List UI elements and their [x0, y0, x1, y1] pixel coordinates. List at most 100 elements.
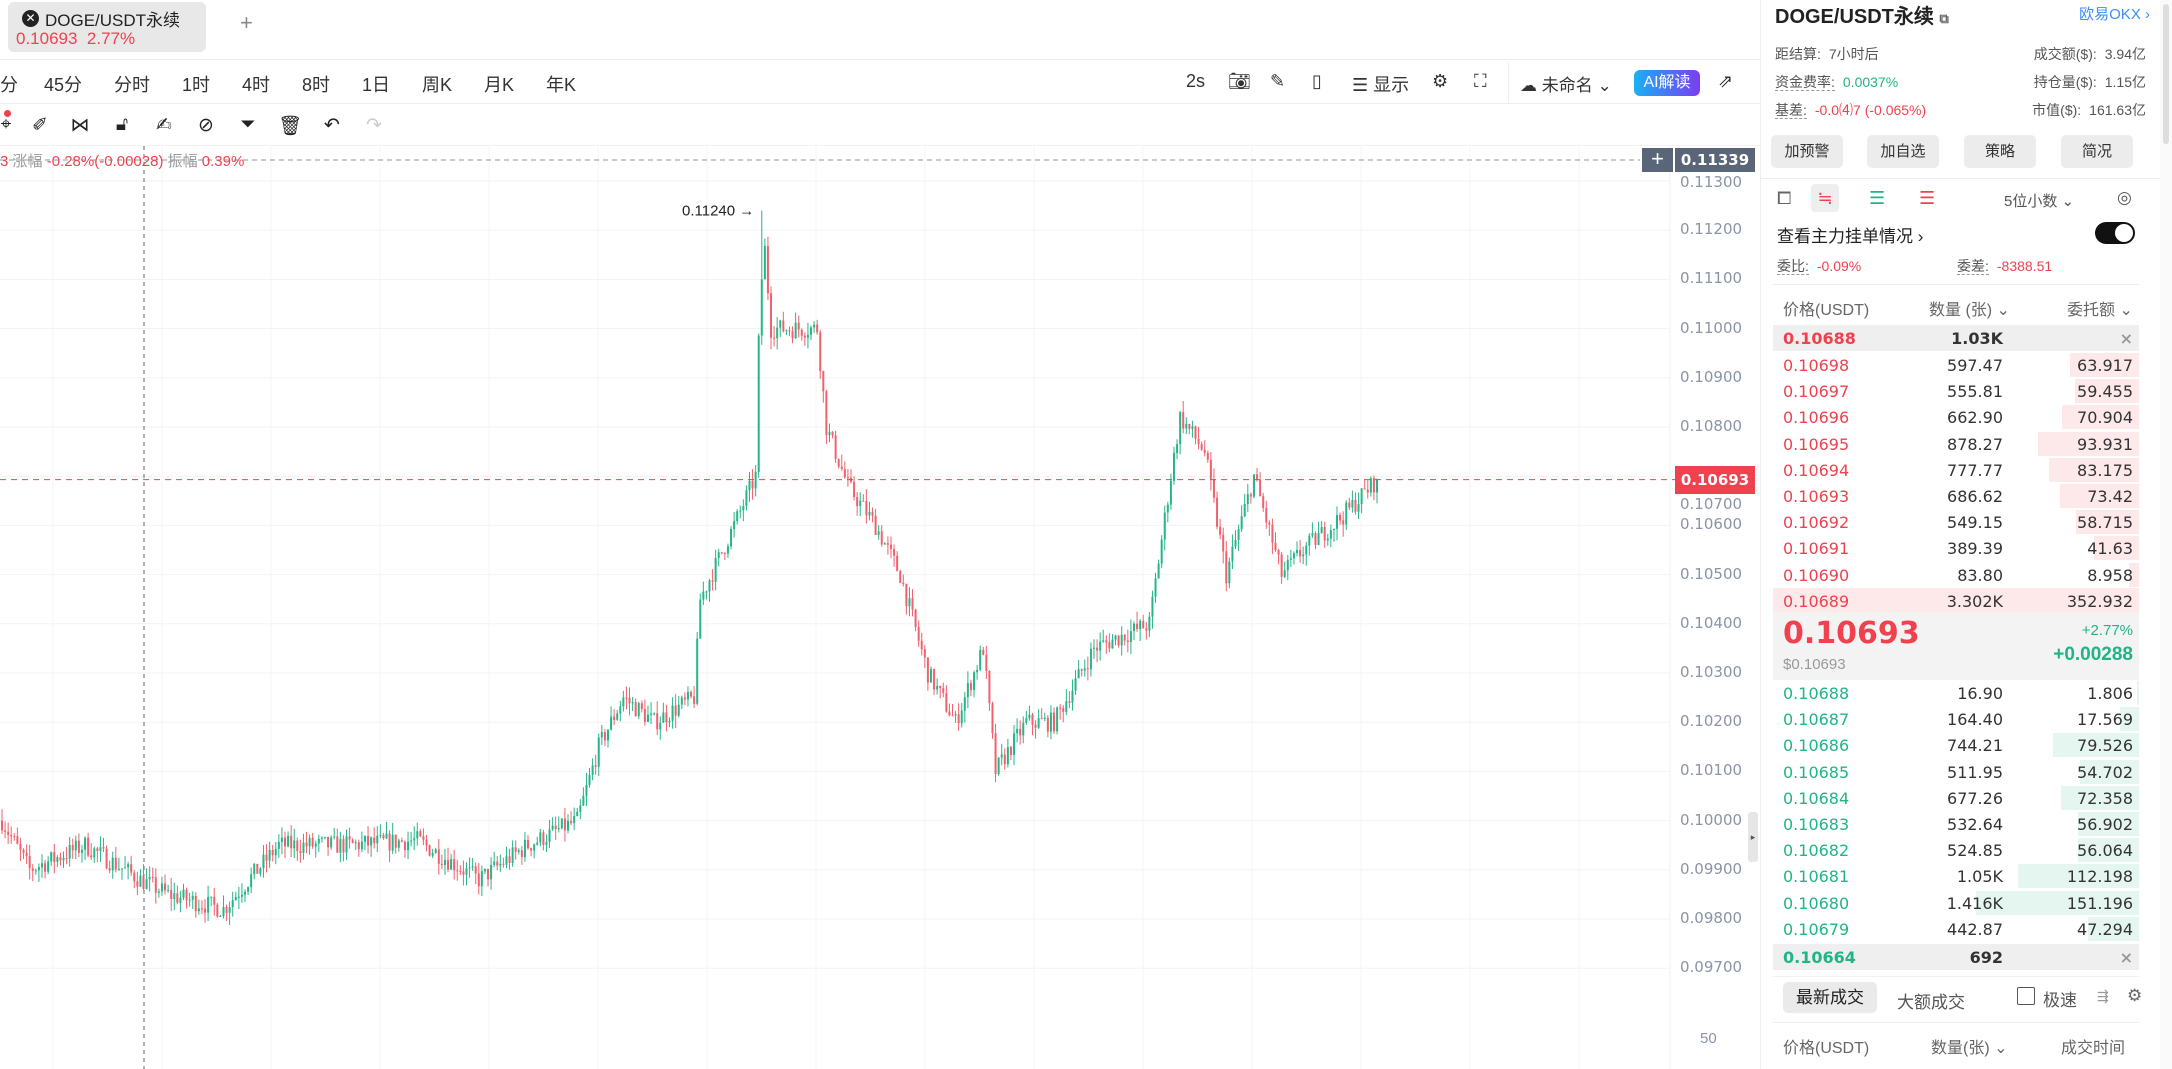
candle-body — [1086, 668, 1089, 670]
collapse-panel-handle[interactable]: ▸ — [1748, 812, 1758, 862]
bid-big-order-row[interactable]: 0.10664 692 × — [1773, 944, 2139, 970]
candle-body — [1308, 535, 1311, 546]
main-orders-toggle[interactable] — [2095, 222, 2135, 244]
copy-icon[interactable]: ⧉ — [1939, 11, 1949, 26]
candle-body — [554, 825, 557, 829]
exchange-link[interactable]: 欧易OKX › — [2079, 6, 2150, 23]
strategy-button[interactable]: 策略 — [1964, 135, 2036, 168]
timeframe-line[interactable]: 分时 — [114, 75, 150, 95]
book-asks-icon[interactable]: ☰ — [1919, 188, 1936, 208]
tab-large-trades[interactable]: 大额成交 — [1897, 993, 1965, 1012]
timeframe-week[interactable]: 周K — [422, 75, 453, 95]
brush-icon[interactable]: ✐ — [32, 115, 48, 136]
fullscreen-icon[interactable]: ⛶ — [1474, 71, 1487, 91]
bid-row[interactable]: 0.10679 442.87 47.294 — [1773, 916, 2139, 942]
filter-icon[interactable]: ⏷ — [240, 114, 256, 135]
add-alert-button[interactable]: 加预警 — [1771, 135, 1843, 168]
candle-body — [899, 570, 902, 583]
header-amount[interactable]: 委托额 ⌄ — [2067, 302, 2133, 319]
settings-icon[interactable]: ⚙ — [1432, 71, 1449, 91]
undo-icon[interactable]: ↶ — [324, 115, 340, 136]
bid-qty: 524.85 — [1947, 841, 2003, 861]
timeframe-partial[interactable]: 分 — [0, 75, 18, 95]
bid-row[interactable]: 0.10686 744.21 79.526 — [1773, 732, 2139, 758]
timeframe-1h[interactable]: 1时 — [182, 75, 211, 95]
bid-row[interactable]: 0.10687 164.40 17.569 — [1773, 706, 2139, 732]
stat-basis[interactable]: 基差: -0.0⑷7 (-0.065%) — [1775, 102, 1927, 119]
filter-trades-icon[interactable]: ⇶ — [2097, 988, 2109, 1004]
magnet-icon[interactable]: ⋈ — [70, 115, 90, 136]
ask-row[interactable]: 0.10689 3.302K 352.932 — [1773, 587, 2139, 614]
lock-icon[interactable]: 🔓︎ — [115, 114, 129, 135]
main-orders-link[interactable]: 查看主力挂单情况 › — [1777, 227, 1924, 246]
book-settings-icon[interactable]: ◎ — [2117, 188, 2132, 207]
candle-body — [542, 832, 545, 845]
add-alert-plus-button[interactable]: + — [1642, 148, 1673, 172]
book-both-icon[interactable]: ≒ — [1811, 184, 1839, 212]
candle-body — [634, 702, 637, 717]
bid-row[interactable]: 0.10680 1.416K 151.196 — [1773, 890, 2139, 916]
bid-price: 0.10686 — [1783, 736, 1850, 756]
page-scrollbar[interactable] — [2160, 0, 2172, 1069]
ask-row[interactable]: 0.10692 549.15 58.715 — [1773, 509, 2139, 535]
close-icon[interactable]: × — [2119, 329, 2133, 348]
mid-change-pct: +2.77% — [2081, 622, 2133, 639]
mid-price-block: 0.10693 $0.10693 +2.77% +0.00288 — [1773, 612, 2139, 680]
note-add-icon[interactable]: ▯ — [1312, 71, 1322, 91]
timeframe-4h[interactable]: 4时 — [242, 75, 271, 95]
ask-row[interactable]: 0.10694 777.77 83.175 — [1773, 457, 2139, 483]
fast-checkbox[interactable] — [2017, 987, 2035, 1005]
header-qty[interactable]: 数量 (张) ⌄ — [1929, 302, 2010, 319]
share-icon[interactable]: ⇗ — [1718, 71, 1734, 91]
refresh-interval[interactable]: 2s — [1186, 71, 1206, 91]
timeframe-45m[interactable]: 45分 — [44, 75, 83, 95]
trash-icon[interactable]: 🗑︎ — [278, 116, 303, 137]
timeframe-1d[interactable]: 1日 — [362, 75, 391, 95]
tab-latest-trades[interactable]: 最新成交 — [1783, 982, 1877, 1013]
candle-body — [250, 874, 253, 888]
book-bids-icon[interactable]: ☰ — [1869, 188, 1886, 208]
ask-row[interactable]: 0.10695 878.27 93.931 — [1773, 431, 2139, 457]
trade-header-qty[interactable]: 数量(张) ⌄ — [1931, 1040, 2008, 1057]
ask-row[interactable]: 0.10691 389.39 41.63 — [1773, 535, 2139, 561]
bid-row[interactable]: 0.10682 524.85 56.064 — [1773, 837, 2139, 863]
ask-big-order-row[interactable]: 0.10688 1.03K × — [1773, 325, 2139, 351]
divider — [1508, 62, 1509, 104]
link-icon[interactable]: ⊘ — [198, 115, 214, 136]
bid-price: 0.10682 — [1783, 841, 1850, 861]
ai-interpret-button[interactable]: AI解读 — [1634, 70, 1700, 96]
timeframe-year[interactable]: 年K — [546, 75, 577, 95]
bid-row[interactable]: 0.10681 1.05K 112.198 — [1773, 863, 2139, 889]
trades-settings-icon[interactable]: ⚙ — [2127, 986, 2143, 1005]
popout-icon[interactable]: ⧠ — [1777, 188, 1792, 208]
bid-row[interactable]: 0.10685 511.95 54.702 — [1773, 759, 2139, 785]
ask-row[interactable]: 0.10696 662.90 70.904 — [1773, 404, 2139, 430]
cursor-icon[interactable]: ⌖ — [0, 110, 18, 136]
candle-body — [1123, 634, 1126, 641]
candlestick-chart[interactable]: 0.11240 → — [0, 146, 1760, 1069]
timeframe-8h[interactable]: 8时 — [302, 75, 331, 95]
close-icon[interactable]: × — [2119, 948, 2133, 967]
ask-row[interactable]: 0.10690 83.80 8.958 — [1773, 562, 2139, 588]
pen-icon[interactable]: ✎ — [1270, 71, 1286, 91]
ask-row[interactable]: 0.10698 597.47 63.917 — [1773, 352, 2139, 378]
timeframe-month[interactable]: 月K — [484, 75, 515, 95]
add-tab-button[interactable]: + — [240, 10, 253, 35]
camera-icon[interactable]: 📷︎ — [1228, 71, 1251, 91]
high-label: 0.11240 → — [682, 203, 754, 220]
bid-row[interactable]: 0.10683 532.64 56.902 — [1773, 811, 2139, 837]
ask-row[interactable]: 0.10697 555.81 59.455 — [1773, 378, 2139, 404]
candle-body — [124, 867, 127, 869]
stat-funding-rate[interactable]: 资金费率: 0.0037% — [1775, 74, 1899, 91]
overview-button[interactable]: 简况 — [2061, 135, 2133, 168]
display-button[interactable]: ☰ 显示 — [1352, 71, 1409, 97]
layout-select[interactable]: ☁ 未命名 ⌄ — [1520, 76, 1612, 95]
decimals-select[interactable]: 5位小数 ⌄ — [2004, 193, 2075, 210]
symbol-tab[interactable]: ✕ DOGE/USDT永续 0.10693 2.77% — [8, 2, 206, 52]
candle-body — [40, 863, 43, 868]
ask-row[interactable]: 0.10693 686.62 73.42 — [1773, 483, 2139, 509]
bid-row[interactable]: 0.10684 677.26 72.358 — [1773, 785, 2139, 811]
add-watchlist-button[interactable]: 加自选 — [1867, 135, 1939, 168]
bid-row[interactable]: 0.10688 16.90 1.806 — [1773, 680, 2139, 706]
note-icon[interactable]: ✍ — [156, 115, 172, 136]
